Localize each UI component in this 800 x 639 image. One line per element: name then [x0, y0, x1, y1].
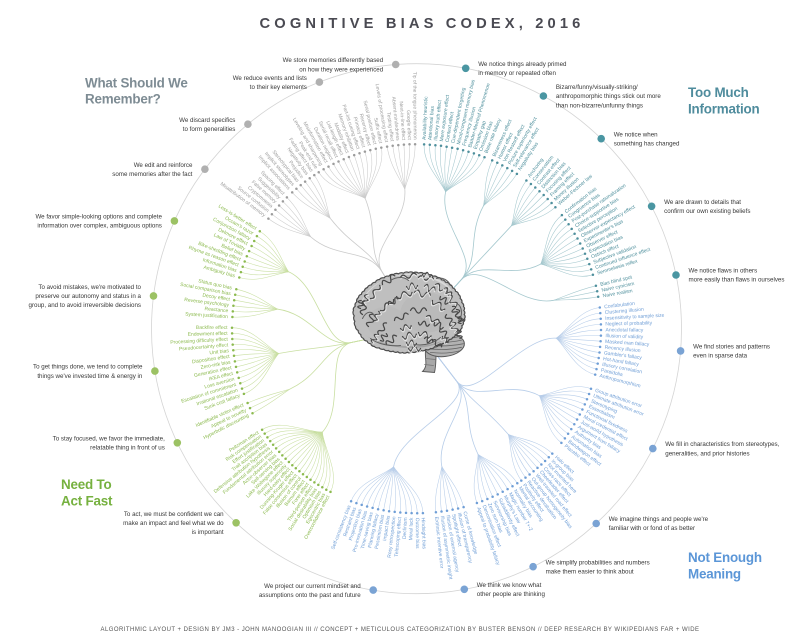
svg-text:information over complex, ambi: information over complex, ambiguous opti…: [37, 223, 162, 230]
svg-text:COGNITIVE BIAS CODEX, 2016: COGNITIVE BIAS CODEX, 2016: [259, 16, 584, 32]
svg-text:System justification: System justification: [185, 311, 228, 320]
svg-text:Availability heuristic: Availability heuristic: [422, 96, 430, 140]
svg-text:Too Much: Too Much: [688, 85, 749, 100]
svg-text:Attentional bias: Attentional bias: [427, 105, 435, 140]
svg-text:Disposition effect: Disposition effect: [192, 354, 231, 366]
svg-text:IKEA effect: IKEA effect: [208, 371, 234, 383]
svg-text:Moral luck: Moral luck: [408, 517, 415, 540]
svg-text:Insensitivity to sample size: Insensitivity to sample size: [605, 313, 665, 322]
svg-text:assumptions onto the past and: assumptions onto the past and future: [259, 592, 361, 599]
svg-text:To get things done, we tend to: To get things done, we tend to complete: [33, 364, 143, 371]
svg-text:We reduce events and lists: We reduce events and lists: [233, 75, 307, 82]
svg-text:Decoy effect: Decoy effect: [202, 293, 231, 303]
svg-text:anthropomorphic things stick o: anthropomorphic things stick out more: [556, 93, 661, 100]
svg-text:We think we know what: We think we know what: [477, 582, 542, 589]
svg-text:We simplify probabilities and: We simplify probabilities and numbers: [546, 559, 650, 566]
svg-text:Reverse psychology: Reverse psychology: [184, 297, 230, 309]
svg-text:Recency illusion: Recency illusion: [604, 345, 641, 355]
svg-text:Pseudocertainty effect: Pseudocertainty effect: [179, 342, 229, 352]
svg-text:Context effect: Context effect: [445, 111, 456, 143]
svg-text:Need To: Need To: [61, 477, 111, 492]
svg-text:confirm our own existing belie: confirm our own existing beliefs: [664, 208, 750, 215]
svg-text:than non-bizarre/unfunny thing: than non-bizarre/unfunny things: [556, 102, 643, 109]
svg-text:To stay focused, we favor the: To stay focused, we favor the immediate,: [53, 435, 165, 442]
svg-text:Unit bias: Unit bias: [209, 348, 230, 356]
svg-text:Impact bias: Impact bias: [382, 515, 392, 542]
svg-text:Masked man fallacy: Masked man fallacy: [605, 339, 650, 348]
svg-text:in memory or repeated often: in memory or repeated often: [478, 70, 556, 77]
svg-text:Meaning: Meaning: [688, 567, 741, 582]
svg-text:generalities, and prior histor: generalities, and prior histories: [665, 450, 749, 457]
svg-text:some memories after the fact: some memories after the fact: [112, 171, 192, 178]
svg-text:something has changed: something has changed: [614, 141, 680, 148]
svg-text:Pareidolia: Pareidolia: [600, 367, 623, 378]
svg-text:We edit and reinforce: We edit and reinforce: [134, 162, 193, 169]
svg-text:Confabulation: Confabulation: [604, 301, 636, 311]
svg-text:Illusory truth effect: Illusory truth effect: [433, 99, 443, 141]
svg-text:We fill in characteristics fro: We fill in characteristics from stereoty…: [665, 441, 779, 448]
svg-text:Neglect of probability: Neglect of probability: [605, 320, 652, 327]
svg-text:We project our current mindset: We project our current mindset and: [264, 583, 361, 590]
svg-text:Google effect: Google effect: [405, 110, 412, 140]
svg-text:Backfire effect: Backfire effect: [196, 325, 228, 331]
svg-text:Naive realism: Naive realism: [602, 288, 633, 299]
svg-text:To avoid mistakes, we're motiv: To avoid mistakes, we're motivated to: [38, 284, 141, 291]
svg-text:Testing effect: Testing effect: [385, 112, 395, 143]
svg-text:Processing difficulty effect: Processing difficulty effect: [170, 337, 228, 346]
svg-text:familiar with or fond of as be: familiar with or fond of as better: [609, 525, 695, 532]
svg-text:Next-in-line effect: Next-in-line effect: [398, 101, 407, 141]
svg-text:We are drawn to details that: We are drawn to details that: [664, 199, 741, 206]
svg-text:Telescoping effect: Telescoping effect: [394, 516, 404, 557]
svg-text:Outcome bias: Outcome bias: [414, 518, 420, 549]
svg-text:things we've invested time & e: things we've invested time & energy in: [37, 373, 143, 380]
svg-text:We find stories and patterns: We find stories and patterns: [693, 344, 770, 351]
svg-text:Act Fast: Act Fast: [61, 493, 113, 508]
svg-text:Rosy retrospection: Rosy retrospection: [387, 516, 398, 558]
svg-text:Not Enough: Not Enough: [688, 550, 762, 565]
svg-text:We notice things already prime: We notice things already primed: [478, 61, 567, 68]
svg-text:Remember?: Remember?: [85, 92, 161, 107]
svg-text:to form generalities: to form generalities: [183, 126, 236, 133]
svg-text:We discard specifics: We discard specifics: [179, 117, 235, 124]
svg-text:even in sparse data: even in sparse data: [693, 353, 748, 360]
svg-text:We notice when: We notice when: [614, 131, 658, 138]
svg-text:Hot-hand fallacy: Hot-hand fallacy: [603, 356, 640, 368]
svg-text:We imagine things and people w: We imagine things and people we're: [609, 516, 709, 523]
svg-text:Extrinsic incentive error: Extrinsic incentive error: [433, 516, 444, 569]
svg-text:To act, we must be confident w: To act, we must be confident we can: [124, 511, 224, 518]
svg-text:Endowment effect: Endowment effect: [188, 331, 229, 338]
svg-text:on how they were experienced: on how they were experienced: [299, 66, 383, 73]
svg-text:preserve our autonomy and stat: preserve our autonomy and status in a: [35, 293, 141, 300]
svg-text:Bizarre/funny/visually-strikin: Bizarre/funny/visually-striking/: [556, 84, 638, 91]
svg-text:Tip of the tongue phenomenon: Tip of the tongue phenomenon: [411, 72, 417, 140]
svg-text:other people are thinking: other people are thinking: [477, 591, 546, 598]
svg-text:make them easier to think abou: make them easier to think about: [546, 568, 634, 575]
svg-text:Information: Information: [688, 101, 759, 116]
svg-text:make an impact and feel what w: make an impact and feel what we do: [123, 520, 224, 527]
svg-text:is important: is important: [192, 529, 224, 536]
svg-text:ALGORITHMIC LAYOUT + DESIGN BY: ALGORITHMIC LAYOUT + DESIGN BY JM3 - JOH…: [101, 627, 700, 633]
svg-text:We store memories differently: We store memories differently based: [283, 57, 384, 64]
svg-text:Hindsight bias: Hindsight bias: [420, 518, 427, 550]
svg-text:Absent-mindedness: Absent-mindedness: [390, 96, 400, 141]
svg-text:more easily than flaws in ours: more easily than flaws in ourselves: [689, 277, 785, 284]
svg-text:group, and to avoid irreversib: group, and to avoid irreversible decisio…: [29, 302, 141, 309]
svg-text:Anecdotal fallacy: Anecdotal fallacy: [605, 327, 643, 333]
svg-text:relatable thing in front of us: relatable thing in front of us: [90, 445, 165, 452]
svg-text:Clustering illusion: Clustering illusion: [605, 307, 645, 316]
svg-text:to their key elements: to their key elements: [250, 84, 307, 91]
svg-text:Gambler's fallacy: Gambler's fallacy: [603, 350, 642, 361]
svg-text:We notice flaws in others: We notice flaws in others: [689, 268, 758, 275]
svg-text:Declinism: Declinism: [402, 517, 409, 539]
svg-text:Illusion of validity: Illusion of validity: [605, 333, 643, 340]
svg-text:Reactance: Reactance: [204, 306, 229, 314]
svg-text:What Should We: What Should We: [85, 75, 188, 90]
svg-text:Zero-risk bias: Zero-risk bias: [200, 359, 231, 370]
svg-text:We favor simple-looking option: We favor simple-looking options and comp…: [35, 214, 162, 221]
svg-text:Suffix effect: Suffix effect: [372, 117, 383, 144]
